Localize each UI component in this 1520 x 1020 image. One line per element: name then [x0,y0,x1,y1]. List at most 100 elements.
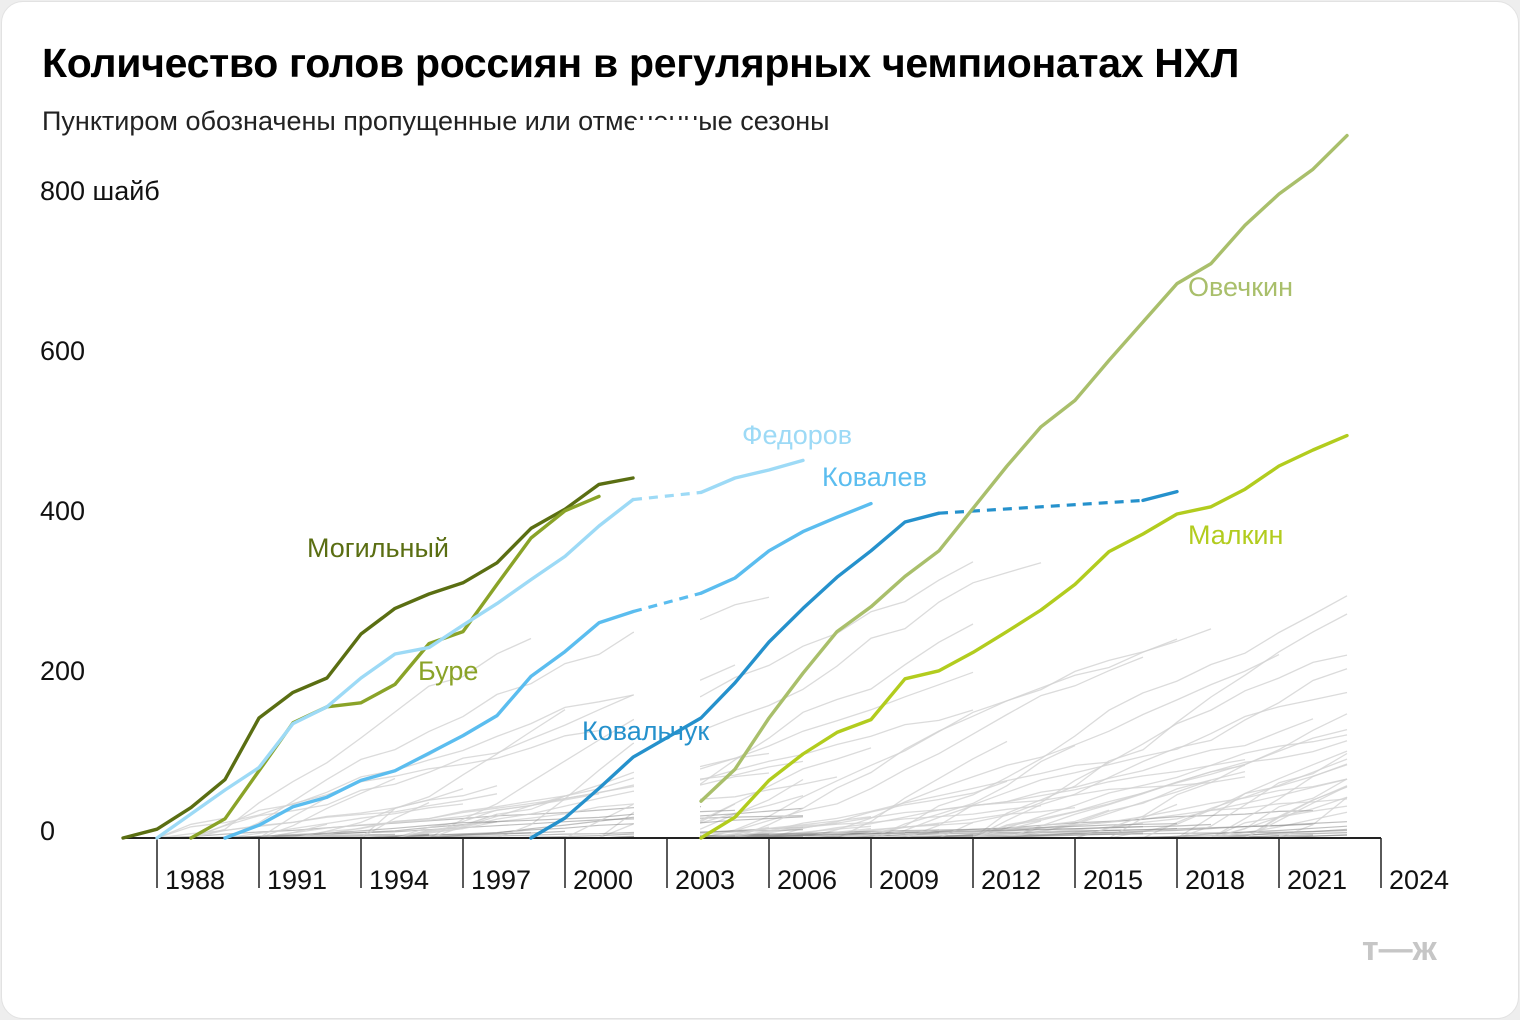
background-line [972,668,1348,839]
background-line [190,694,634,839]
series-gap-dash [632,591,702,614]
x-tick-label: 1988 [165,865,225,895]
background-line [1176,752,1348,839]
background-line [428,561,974,839]
background-line [292,760,804,839]
x-tick-label: 2012 [981,865,1041,895]
x-tick-label: 2024 [1389,865,1449,895]
x-tick-label: 2003 [675,865,735,895]
background-line [768,828,1178,839]
series-line [529,489,1179,840]
series-line [155,458,805,840]
y-tick-label: 200 [40,656,85,686]
background-line [1244,785,1348,839]
background-line [1108,764,1348,839]
tzh-logo: т—ж [1362,932,1438,968]
series-line [699,133,1349,803]
series-gap-dash [632,490,702,502]
y-tick-label: 400 [40,496,85,526]
background-line [734,638,1178,839]
background-line [156,793,498,839]
background-line [1210,805,1348,839]
series-0 [121,476,635,840]
background-line [156,817,226,839]
background-line [1244,785,1348,839]
background-line [224,809,736,839]
series-label: Буре [418,656,478,686]
background-line [700,816,872,839]
lockout-gaps [634,120,700,840]
logo-text: т—ж [1362,932,1438,968]
y-tick-label: 0 [40,816,55,846]
background-line [564,803,634,839]
x-tick-label: 1994 [369,865,429,895]
background-line [1278,796,1348,839]
background-line [190,664,736,839]
background-line [1006,809,1110,839]
background-line [972,820,1042,839]
series-label: Ковалев [822,462,927,492]
background-line [190,637,532,839]
series-3 [223,501,873,840]
background-line [802,827,872,839]
background-line [1210,811,1348,839]
x-tick-label: 2018 [1185,865,1245,895]
background-line [258,777,396,839]
series-5 [699,133,1349,803]
background-line [1210,763,1348,839]
series-label: Ковальчук [582,716,709,746]
x-tick-label: 1991 [267,865,327,895]
x-tick-label: 2000 [573,865,633,895]
background-line [1006,764,1246,839]
x-tick-label: 1997 [471,865,531,895]
y-tick-label: 800 шайб [40,176,160,206]
background-line [870,595,1348,839]
background-line [224,803,464,839]
background-line [1176,750,1348,839]
series-label: Малкин [1188,520,1283,550]
y-tick-label: 600 [40,336,85,366]
background-line [394,772,770,839]
series-6 [699,433,1349,840]
background-line [360,709,566,839]
background-line [938,654,1348,839]
background-line [802,654,1280,839]
series-labels: Могильный Буре Федоров Ковалев Ковальчук Овеч… [307,272,1293,746]
background-line [972,734,1348,839]
lockout-gap [634,120,700,840]
series-line [189,494,601,840]
x-axis: 1988 1991 1994 1997 2000 2003 2006 2009 2012 2015… [123,837,1449,895]
background-line [700,656,1144,839]
background-line [972,613,1348,839]
series-line [223,501,873,840]
background-line [904,691,1348,839]
background-line [700,805,1042,839]
series-1 [189,494,601,840]
background-line [1142,825,1348,839]
background-line [394,816,804,839]
background-line [1210,828,1348,839]
x-tick-label: 2006 [777,865,837,895]
y-axis: 0 200 400 600 800 шайб [40,176,160,846]
background-line [972,821,1348,839]
background-player-lines [156,561,1348,839]
background-line [870,718,1314,839]
background-line [700,823,1212,839]
chart-title: Количество голов россиян в регулярных че… [42,40,1240,86]
series-label: Овечкин [1188,272,1293,302]
series-line [699,433,1349,840]
background-line [836,806,1076,839]
x-tick-label: 2015 [1083,865,1143,895]
series-2 [155,458,805,840]
background-line [1074,713,1348,839]
series-line [121,476,635,840]
background-line [1108,803,1178,839]
background-line [598,823,838,839]
x-tick-label: 2021 [1287,865,1347,895]
series-label: Федоров [742,420,852,450]
x-tick-label: 2009 [879,865,939,895]
background-line [394,829,804,839]
background-line [428,709,974,839]
